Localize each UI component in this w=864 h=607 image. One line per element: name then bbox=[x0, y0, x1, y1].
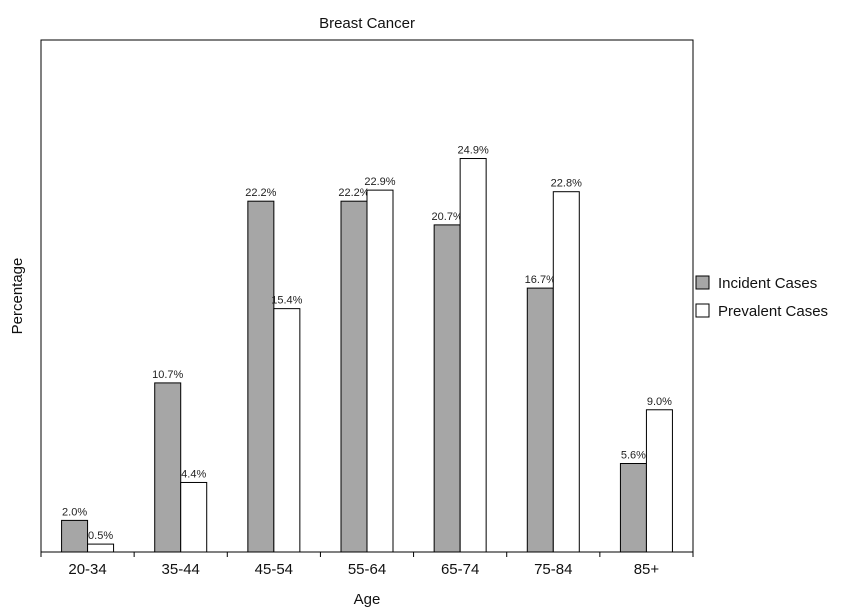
bar-value-label: 24.9% bbox=[458, 145, 489, 157]
x-axis-title: Age bbox=[354, 591, 381, 607]
x-tick-label: 55-64 bbox=[348, 561, 386, 578]
x-tick-label: 45-54 bbox=[255, 561, 293, 578]
x-tick-label: 35-44 bbox=[162, 561, 200, 578]
chart-title: Breast Cancer bbox=[319, 15, 415, 32]
incident-bar bbox=[433, 224, 461, 553]
bar-value-label: 2.0% bbox=[62, 506, 87, 518]
bars-group: 2.0%0.5%10.7%4.4%22.2%15.4%22.2%22.9%20.… bbox=[61, 145, 673, 553]
legend: Incident Cases Prevalent Cases bbox=[695, 275, 828, 320]
x-tick-label: 65-74 bbox=[441, 561, 479, 578]
x-axis-ticks: 20-34 35-44 45-54 55-64 65-74 75-84 85+ bbox=[40, 552, 694, 578]
x-tick-label: 75-84 bbox=[534, 561, 572, 578]
incident-bar bbox=[526, 287, 554, 553]
legend-label-prevalent: Prevalent Cases bbox=[718, 303, 828, 320]
legend-swatch-prevalent bbox=[695, 303, 710, 318]
bar-value-label: 22.9% bbox=[364, 176, 395, 188]
prevalent-bar bbox=[366, 189, 394, 553]
prevalent-bar bbox=[459, 158, 487, 553]
bar-value-label: 20.7% bbox=[432, 211, 463, 223]
incident-bar bbox=[61, 519, 89, 553]
incident-bar bbox=[619, 463, 647, 553]
x-tick-label: 20-34 bbox=[68, 561, 106, 578]
legend-swatch-incident bbox=[695, 275, 710, 290]
bar-value-label: 22.2% bbox=[338, 187, 369, 199]
x-tick-label: 85+ bbox=[634, 561, 660, 578]
prevalent-bar bbox=[645, 409, 673, 553]
bar-value-label: 5.6% bbox=[621, 450, 646, 462]
bar-value-label: 22.2% bbox=[245, 187, 276, 199]
incident-bar bbox=[154, 382, 182, 553]
prevalent-bar bbox=[273, 308, 301, 553]
incident-bar bbox=[340, 200, 368, 553]
bar-value-label: 9.0% bbox=[647, 396, 672, 408]
bar-value-label: 22.8% bbox=[551, 178, 582, 190]
prevalent-bar bbox=[552, 191, 580, 553]
y-axis-title: Percentage bbox=[9, 258, 26, 335]
bar-value-label: 10.7% bbox=[152, 369, 183, 381]
bar-value-label: 15.4% bbox=[271, 295, 302, 307]
prevalent-bar bbox=[87, 543, 115, 553]
bar-value-label: 4.4% bbox=[181, 468, 206, 480]
prevalent-bar bbox=[180, 481, 208, 553]
bar-value-label: 0.5% bbox=[88, 530, 113, 542]
bar-value-label: 16.7% bbox=[525, 274, 556, 286]
legend-label-incident: Incident Cases bbox=[718, 275, 817, 292]
incident-bar bbox=[247, 200, 275, 553]
